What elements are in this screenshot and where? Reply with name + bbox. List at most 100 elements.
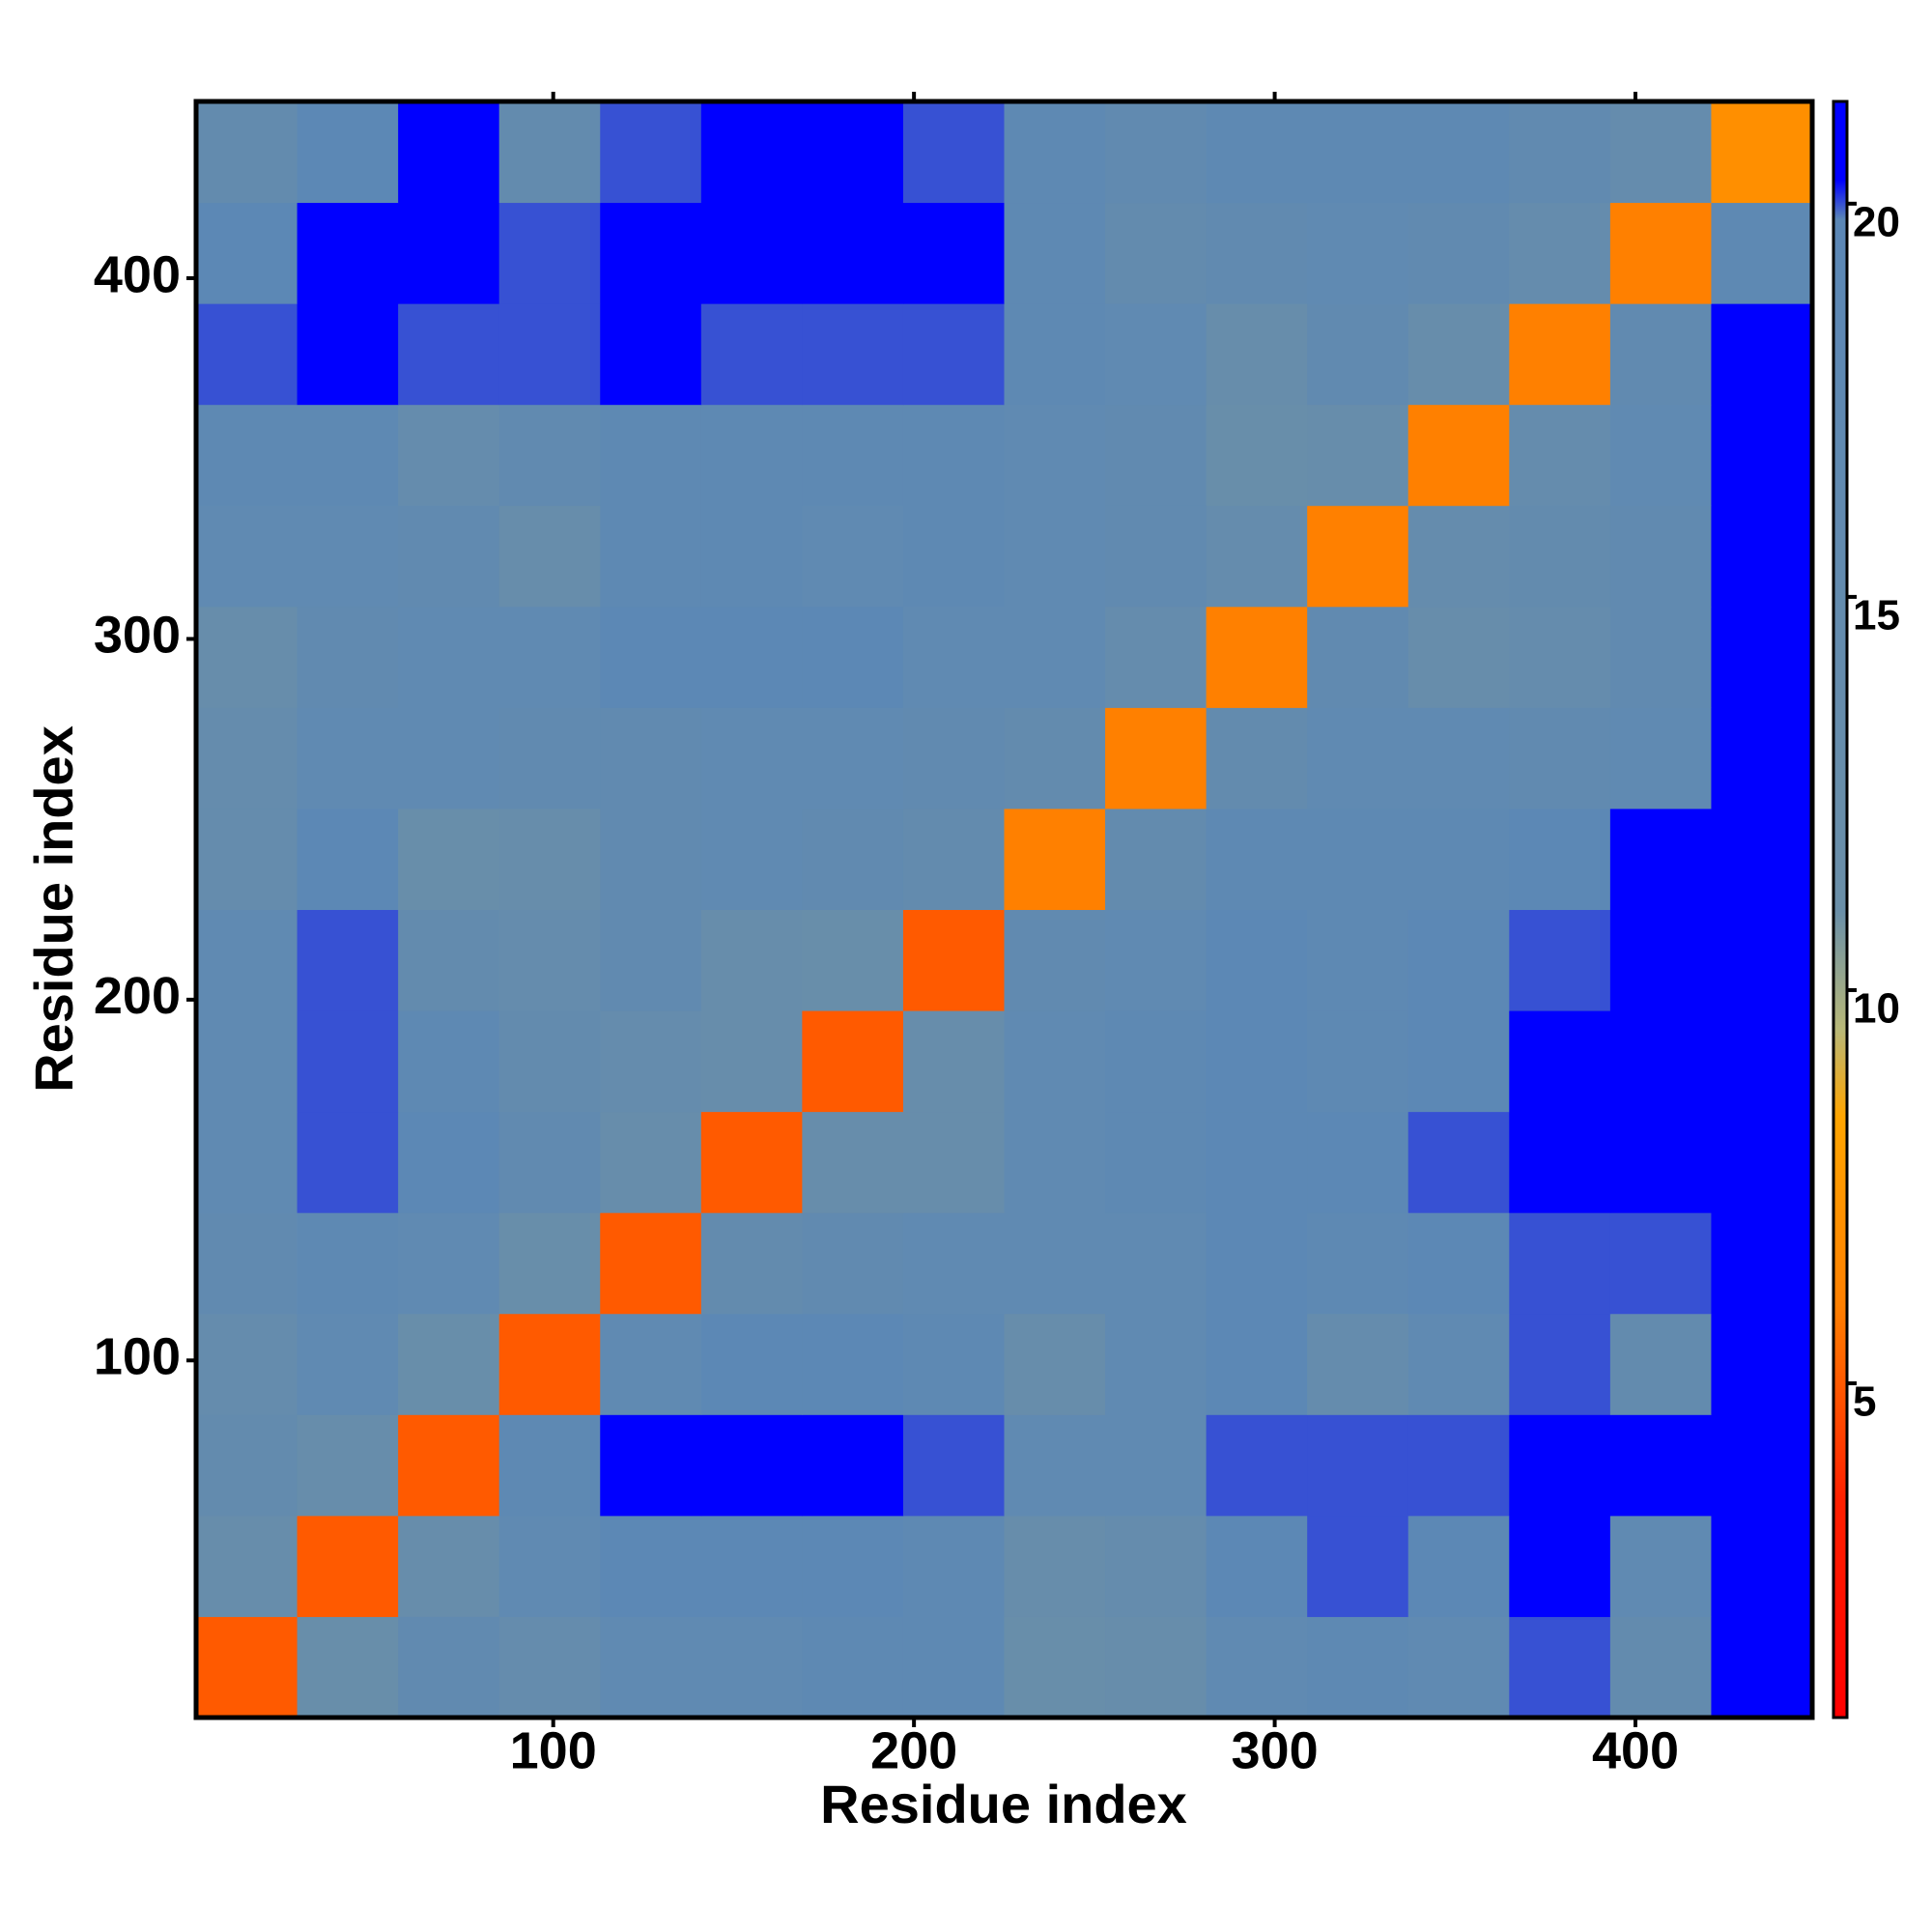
heatmap-cell	[1105, 1414, 1208, 1517]
heatmap-cell	[700, 101, 803, 204]
heatmap-cell	[600, 303, 702, 406]
heatmap-cell	[1711, 505, 1813, 608]
heatmap-cell	[902, 404, 1005, 506]
heatmap-cell	[196, 808, 298, 910]
heatmap-cell	[398, 909, 500, 1011]
heatmap-cell	[1609, 1616, 1712, 1719]
heatmap-cell	[700, 1010, 803, 1113]
heatmap-cell	[700, 404, 803, 506]
heatmap-cell	[1509, 707, 1611, 810]
heatmap-cell	[1609, 707, 1712, 810]
heatmap-cell	[1004, 707, 1106, 810]
heatmap-cell	[498, 202, 601, 304]
heatmap-cell	[802, 909, 904, 1011]
heatmap-cell	[600, 808, 702, 910]
heatmap-cell	[498, 101, 601, 204]
heatmap-cell	[600, 909, 702, 1011]
colorbar-tick-label: 15	[1853, 592, 1900, 639]
heatmap-cell	[498, 303, 601, 406]
heatmap-cell	[902, 303, 1005, 406]
heatmap-cell	[802, 808, 904, 910]
heatmap-cell	[1609, 101, 1712, 204]
heatmap-cell	[1407, 1616, 1510, 1719]
heatmap-cell	[1509, 909, 1611, 1011]
heatmap-cell	[1105, 202, 1208, 304]
heatmap-cell	[196, 1515, 298, 1617]
heatmap-cell	[902, 202, 1005, 304]
heatmap-cell	[802, 1111, 904, 1213]
heatmap-cell	[1509, 1414, 1611, 1517]
heatmap-cell	[902, 1414, 1005, 1517]
heatmap-cell	[498, 606, 601, 708]
heatmap-cell	[398, 1515, 500, 1617]
heatmap-cell	[1509, 1313, 1611, 1415]
heatmap-cell	[1307, 606, 1409, 708]
heatmap-cell	[600, 1616, 702, 1719]
heatmap-cell	[398, 101, 500, 204]
heatmap-cell	[802, 1212, 904, 1315]
heatmap-cell	[1004, 1616, 1106, 1719]
heatmap-cell	[802, 1313, 904, 1415]
heatmap-cell	[1206, 909, 1308, 1011]
heatmap-cell	[297, 707, 399, 810]
heatmap-cell	[498, 1010, 601, 1113]
heatmap-cell	[1509, 505, 1611, 608]
heatmap-cell	[297, 101, 399, 204]
heatmap-cell	[600, 202, 702, 304]
heatmap-cell	[498, 1616, 601, 1719]
heatmap-cell	[1407, 808, 1510, 910]
y-axis-title: Residue index	[23, 725, 84, 1093]
heatmap-cell	[802, 707, 904, 810]
heatmap-cell	[398, 404, 500, 506]
heatmap-cell	[1711, 1515, 1813, 1617]
heatmap-cell	[398, 1616, 500, 1719]
heatmap-cell	[1206, 1515, 1308, 1617]
heatmap-cell	[1509, 1111, 1611, 1213]
heatmap-cell	[297, 1515, 399, 1617]
heatmap-cell	[1004, 1515, 1106, 1617]
heatmap-cell	[1407, 1414, 1510, 1517]
heatmap-cell	[498, 707, 601, 810]
heatmap-cell	[902, 505, 1005, 608]
heatmap-cell	[902, 606, 1005, 708]
heatmap-cell	[1407, 707, 1510, 810]
heatmap-cell	[1711, 1010, 1813, 1113]
heatmap-cell	[1105, 707, 1208, 810]
heatmap-cell	[1711, 1212, 1813, 1315]
heatmap-cell	[700, 1212, 803, 1315]
heatmap-cell	[1206, 303, 1308, 406]
heatmap-cell	[1407, 1111, 1510, 1213]
heatmap-cell	[1711, 1616, 1813, 1719]
heatmap-cell	[1407, 101, 1510, 204]
heatmap-cell	[802, 606, 904, 708]
heatmap-cell	[902, 1313, 1005, 1415]
heatmap-cell	[802, 404, 904, 506]
heatmap-cell	[498, 1414, 601, 1517]
heatmap-cell	[1206, 101, 1308, 204]
heatmap-cell	[1105, 909, 1208, 1011]
heatmap-cell	[498, 808, 601, 910]
heatmap-cell	[1206, 1313, 1308, 1415]
heatmap-cell	[700, 505, 803, 608]
heatmap-cell	[1307, 808, 1409, 910]
x-axis-title: Residue index	[820, 1774, 1187, 1834]
heatmap-cell	[398, 707, 500, 810]
heatmap-cell	[196, 101, 298, 204]
heatmap-cell	[1307, 909, 1409, 1011]
heatmap-cell	[498, 1515, 601, 1617]
heatmap-cell	[802, 1616, 904, 1719]
heatmap-cell	[297, 1313, 399, 1415]
heatmap-cell	[1307, 1212, 1409, 1315]
heatmap-cell	[196, 1313, 298, 1415]
x-tick-label: 200	[870, 1721, 957, 1779]
heatmap-cell	[1711, 1414, 1813, 1517]
heatmap-cell	[1509, 1515, 1611, 1617]
heatmap-cell	[1609, 303, 1712, 406]
heatmap-cell	[196, 606, 298, 708]
heatmap-cell	[498, 1212, 601, 1315]
heatmap-cell	[1407, 1313, 1510, 1415]
heatmap-cell	[297, 1010, 399, 1113]
heatmap-cell	[1004, 202, 1106, 304]
heatmap-cell	[902, 808, 1005, 910]
